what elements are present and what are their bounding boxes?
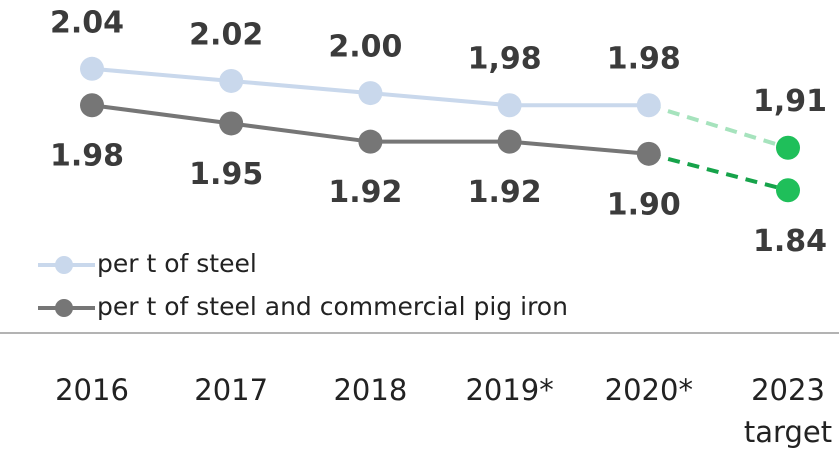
x-tick-label-line: 2023 bbox=[751, 373, 825, 407]
point bbox=[80, 93, 104, 118]
data-label: 1.90 bbox=[607, 187, 681, 222]
x-tick-label: 2018 bbox=[333, 373, 407, 407]
x-tick-label: 2020* bbox=[605, 373, 693, 407]
data-label: 1,91 bbox=[753, 84, 827, 119]
point bbox=[636, 141, 661, 166]
point bbox=[776, 178, 800, 203]
point bbox=[636, 93, 661, 118]
point bbox=[358, 81, 383, 106]
data-label: 2.00 bbox=[328, 30, 402, 65]
target-line bbox=[648, 151, 789, 193]
data-label: 1.98 bbox=[607, 42, 681, 77]
point bbox=[219, 68, 244, 93]
data-label: 2.04 bbox=[50, 5, 124, 40]
legend-marker bbox=[55, 299, 73, 317]
data-label: 1.98 bbox=[50, 139, 124, 174]
data-label: 1.92 bbox=[328, 175, 402, 210]
legend-label: per t of steel and commercial pig iron bbox=[97, 292, 568, 321]
data-label: 1.95 bbox=[189, 157, 263, 192]
x-tick-label: 2023 target bbox=[744, 373, 832, 449]
legend-label: per t of steel bbox=[97, 249, 257, 278]
data-label: 1,98 bbox=[468, 42, 542, 77]
point bbox=[497, 129, 522, 154]
data-label: 1.84 bbox=[753, 224, 827, 259]
x-tick-label-line: target bbox=[744, 415, 832, 449]
data-label: 1.92 bbox=[468, 175, 542, 210]
point bbox=[219, 111, 244, 136]
x-tick-label: 2016 bbox=[55, 373, 129, 407]
data-label: 2.02 bbox=[189, 17, 263, 52]
target-line bbox=[648, 103, 789, 150]
point bbox=[776, 135, 800, 160]
x-tick-label: 2017 bbox=[194, 373, 268, 407]
point bbox=[497, 93, 522, 118]
point bbox=[80, 56, 104, 81]
point bbox=[358, 129, 383, 154]
legend-marker bbox=[55, 256, 73, 274]
x-tick-label: 2019* bbox=[465, 373, 553, 407]
